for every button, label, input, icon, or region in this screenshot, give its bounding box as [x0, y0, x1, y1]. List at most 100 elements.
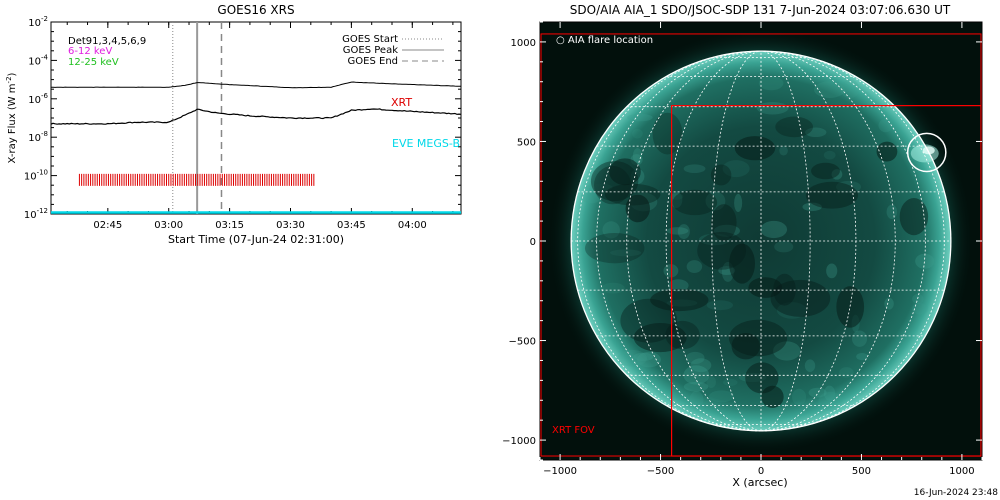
sun-active-region-blob: [670, 191, 683, 209]
legend-goes-peak-label: GOES Peak: [343, 45, 398, 56]
sun-dark-region-blob: [745, 362, 779, 394]
sun-active-region-blob: [585, 183, 613, 192]
goes-x-tick-label: 04:00: [398, 220, 427, 231]
flare-bright-loop: [910, 144, 939, 163]
sun-dark-region-blob: [672, 189, 718, 216]
sun-active-region-blob: [831, 169, 843, 180]
goes-y-tick-label: 10-8: [28, 130, 48, 144]
goes-y-axis-label: X-ray Flux (W m-2): [5, 72, 18, 163]
sun-active-region-blob: [804, 359, 816, 372]
sun-active-region-blob: [663, 264, 679, 278]
sun-dark-region-blob: [773, 273, 796, 306]
sun-active-region-blob: [823, 150, 836, 160]
sun-active-region-blob: [802, 202, 822, 212]
sun-active-region-blob: [705, 191, 726, 211]
sun-active-region-blob: [912, 294, 924, 305]
goes-x-tick-label: 03:30: [276, 220, 305, 231]
sun-active-region-blob: [667, 279, 689, 292]
sun-active-region-blob: [792, 388, 807, 406]
goes-x-tick-label: 02:45: [93, 220, 122, 231]
goes-x-tick-label: 03:45: [337, 220, 366, 231]
sun-dark-region-blob: [729, 243, 756, 284]
plot-timestamp: 16-Jun-2024 23:48: [914, 488, 998, 498]
sun-active-region-blob: [686, 260, 703, 274]
goes-band-2-label: 12-25 keV: [68, 57, 119, 68]
aia-y-tick-label: 500: [517, 137, 536, 148]
sun-dark-region-blob: [761, 385, 784, 409]
sun-dark-region-blob: [665, 320, 700, 350]
sun-active-region-blob: [602, 221, 620, 239]
sun-image: [540, 28, 982, 457]
aia-x-tick-label: 1000: [949, 466, 974, 477]
sun-dark-region-blob: [594, 165, 631, 205]
aia-y-tick-label: −500: [509, 337, 536, 348]
sun-active-region-blob: [878, 119, 893, 133]
sun-dark-region-blob: [899, 198, 929, 236]
sun-active-region-blob: [709, 390, 735, 403]
goes-y-tick-label: 10-12: [24, 207, 48, 221]
xrt-series-label: XRT: [391, 96, 412, 109]
sun-dark-region-blob: [836, 286, 865, 328]
svg-text:X-ray Flux (W m-2): X-ray Flux (W m-2): [5, 72, 18, 163]
sun-dark-region-blob: [770, 279, 831, 317]
sun-dark-region-blob: [584, 233, 645, 264]
aia-x-tick-label: 0: [758, 466, 764, 477]
sun-active-region-blob: [627, 113, 653, 122]
goes-detector-label: Det91,3,4,5,6,9: [68, 36, 146, 47]
sun-dark-region-blob: [711, 204, 737, 241]
legend-goes-end-label: GOES End: [348, 56, 398, 67]
goes-chart-title: GOES16 XRS: [217, 3, 294, 17]
sun-active-region-blob: [839, 367, 854, 378]
sun-active-region-blob: [698, 233, 731, 246]
sun-active-region-blob: [690, 358, 712, 373]
goes-series: [50, 81, 462, 214]
goes-x-tick-label: 03:15: [215, 220, 244, 231]
goes-ylabel-close: ): [7, 72, 18, 76]
sun-active-region-blob: [856, 353, 868, 361]
goes-y-tick-label: 10-4: [28, 53, 48, 67]
sun-active-region-blob: [689, 390, 704, 409]
goes-short-flux-line: [50, 108, 462, 125]
aia-panel-title: SDO/AIA AIA_1 SDO/JSOC-SDP 131 7-Jun-202…: [570, 3, 951, 17]
sun-active-region-blob: [734, 193, 743, 213]
goes-y-tick-label: 10-6: [28, 92, 48, 106]
sun-limb: [570, 50, 952, 432]
sun-active-region-blob: [677, 224, 690, 240]
sun-active-region-blob: [851, 330, 868, 347]
aia-image-panel: SDO/AIA AIA_1 SDO/JSOC-SDP 131 7-Jun-202…: [502, 3, 998, 498]
sun-active-region-blob: [722, 160, 750, 178]
sun-texture: [580, 76, 939, 412]
sun-active-region-blob: [683, 381, 709, 392]
xrt-fov-box: [670, 105, 982, 457]
sun-active-region-blob: [912, 302, 928, 315]
sun-active-region-blob: [601, 282, 625, 294]
aia-x-tick-label: 500: [852, 466, 871, 477]
eve-series-label: EVE MEGS-B: [392, 137, 460, 150]
legend-goes-start-label: GOES Start: [342, 34, 398, 45]
sun-active-region-blob: [886, 204, 898, 220]
sun-active-region-blob: [826, 263, 838, 279]
sun-active-region-blob: [685, 351, 705, 365]
sun-active-region-blob: [632, 148, 643, 164]
sun-dark-region-blob: [876, 141, 898, 162]
sun-dark-region-blob: [811, 162, 840, 180]
sun-active-region-blob: [779, 145, 788, 156]
sun-dark-region-blob: [748, 277, 783, 298]
sun-active-region-blob: [683, 164, 706, 174]
sun-dark-region-blob: [734, 136, 776, 161]
sun-active-region-blob: [915, 253, 935, 269]
sun-dark-region-blob: [652, 112, 683, 155]
sun-active-region-blob: [610, 249, 642, 257]
sun-dark-region-blob: [775, 116, 814, 138]
longitude-grid-line: [665, 50, 762, 432]
sun-active-region-blob: [706, 375, 717, 389]
goes-x-tick-label: 03:00: [154, 220, 183, 231]
sun-active-region-blob: [840, 79, 860, 99]
flare-location-legend: ○ AIA flare location: [556, 35, 653, 46]
sun-active-region-blob: [632, 128, 643, 139]
aia-y-tick-label: 0: [530, 237, 536, 248]
sun-active-region-blob: [774, 241, 794, 253]
sun-active-region-blob: [773, 341, 801, 361]
sun-active-region-blob: [636, 351, 661, 368]
